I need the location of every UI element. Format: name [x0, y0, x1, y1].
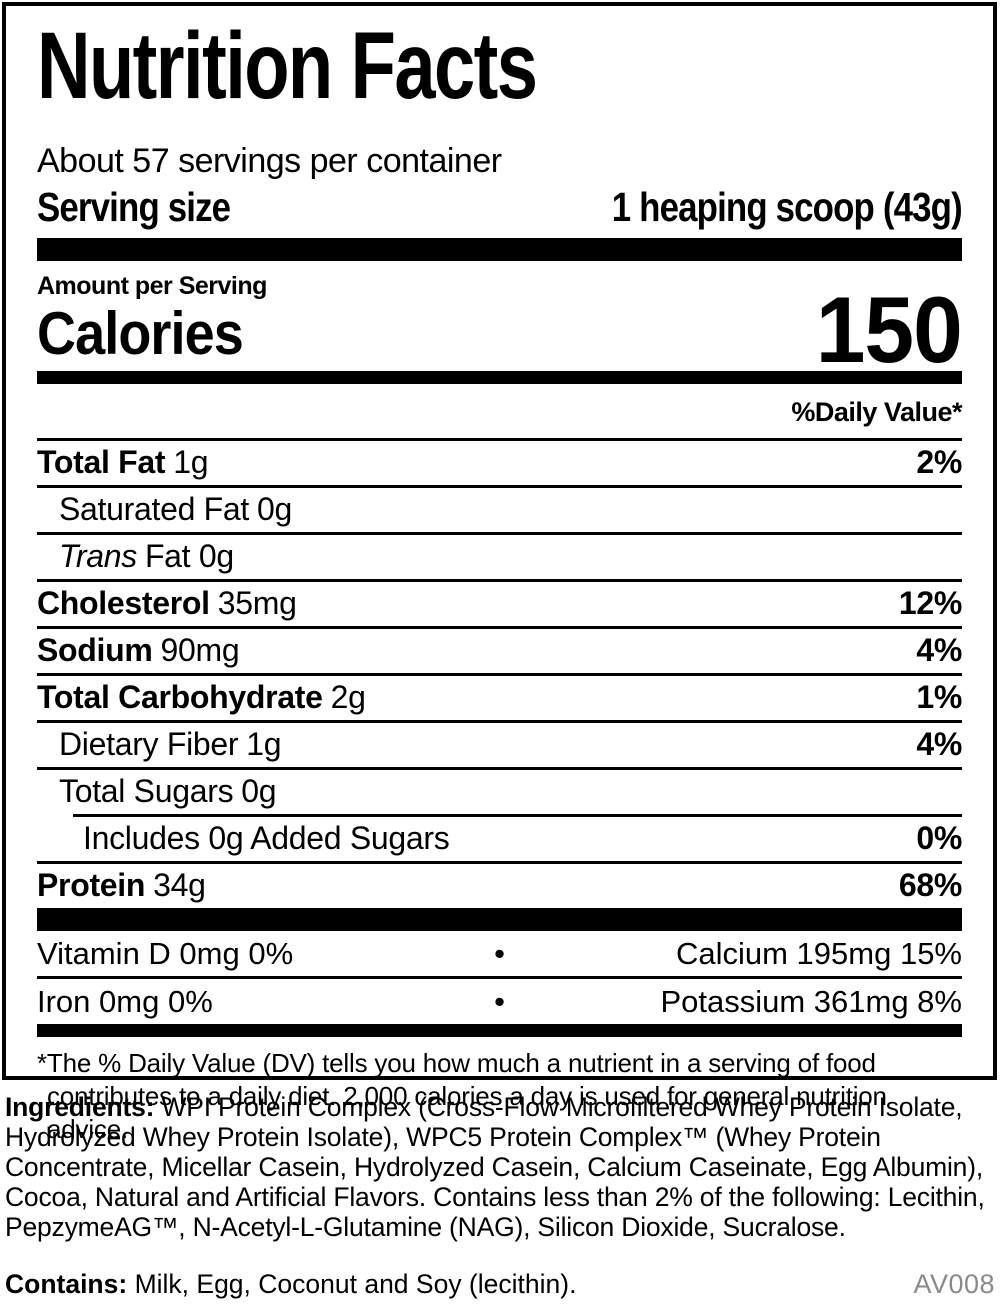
divider-bar-thick — [37, 908, 962, 931]
nutrient-amount: 1g — [246, 726, 282, 762]
daily-value-percent: 1% — [916, 679, 962, 715]
servings-per-container: About 57 servings per container — [37, 142, 502, 180]
row-total-carbohydrate: Total Carbohydrate 2g 1% — [37, 673, 962, 720]
divider-bar-thick — [37, 238, 962, 261]
serving-size-row: Serving size 1 heaping scoop (43g) — [37, 184, 963, 230]
row-dietary-fiber: Dietary Fiber 1g 4% — [37, 720, 962, 767]
daily-value-percent: 4% — [916, 632, 962, 668]
daily-value-percent: 68% — [898, 867, 962, 903]
calories-row: Calories 150 — [37, 277, 963, 382]
row-cholesterol: Cholesterol 35mg 12% — [37, 579, 962, 626]
contains-label: Contains: — [5, 1269, 128, 1299]
micronutrient-left: Iron 0mg 0% — [37, 984, 213, 1019]
calories-label: Calories — [37, 300, 244, 367]
bullet-separator: • — [494, 936, 505, 971]
nutrition-facts-panel: Nutrition Facts About 57 servings per co… — [2, 2, 997, 1144]
ingredients-section: Ingredients: WPI Protein Complex (Cross-… — [5, 1092, 995, 1300]
contains-paragraph: Contains: Milk, Egg, Coconut and Soy (le… — [5, 1269, 576, 1299]
row-vitamin-d-calcium: Vitamin D 0mg 0% • Calcium 195mg 15% — [37, 931, 962, 976]
contains-row: Contains: Milk, Egg, Coconut and Soy (le… — [5, 1269, 995, 1300]
nutrient-name: Total Sugars — [59, 773, 234, 809]
nutrient-name: Protein — [37, 867, 146, 903]
row-includes-added-sugars: Includes 0g Added Sugars 0% — [73, 814, 962, 861]
contains-text: Milk, Egg, Coconut and Soy (lecithin). — [134, 1269, 577, 1299]
nutrient-amount: 0g — [241, 773, 277, 809]
nutrient-name: Sodium — [37, 632, 153, 668]
nutrient-amount: 35mg — [217, 585, 297, 621]
ingredients-label: Ingredients: — [5, 1092, 155, 1122]
row-total-sugars: Total Sugars 0g — [37, 767, 962, 814]
nutrient-amount: 34g — [153, 867, 206, 903]
ingredients-text: WPI Protein Complex (Cross-Flow Microfil… — [5, 1092, 985, 1242]
nutrient-name: Total Fat — [37, 444, 166, 480]
serving-size-value: 1 heaping scoop (43g) — [611, 184, 963, 230]
amount-per-serving-label: Amount per Serving — [37, 272, 267, 300]
row-protein: Protein 34g 68% — [37, 861, 962, 908]
divider-bar-medium — [37, 1024, 962, 1037]
nutrient-amount: 1g — [173, 444, 209, 480]
nutrient-amount: 2g — [330, 679, 366, 715]
serving-size-label: Serving size — [37, 184, 231, 230]
nutrient-name: Trans — [59, 538, 137, 574]
nutrient-name: Cholesterol — [37, 585, 210, 621]
daily-value-percent: 2% — [916, 444, 962, 480]
daily-value-header: %Daily Value* — [791, 397, 962, 427]
nutrient-name: Total Carbohydrate — [37, 679, 323, 715]
micronutrient-left: Vitamin D 0mg 0% — [37, 936, 294, 971]
micronutrient-right: Calcium 195mg 15% — [675, 936, 962, 971]
row-iron-potassium: Iron 0mg 0% • Potassium 361mg 8% — [37, 976, 962, 1024]
nutrient-name: Includes 0g Added Sugars — [83, 820, 450, 856]
ingredients-paragraph: Ingredients: WPI Protein Complex (Cross-… — [5, 1092, 995, 1242]
row-total-fat: Total Fat 1g 2% — [37, 438, 962, 485]
daily-value-percent: 0% — [916, 820, 962, 856]
nutrient-amount: 90mg — [160, 632, 240, 668]
micronutrient-right: Potassium 361mg 8% — [660, 984, 962, 1019]
divider-bar-medium — [37, 371, 962, 384]
product-code: AV008 — [913, 1269, 995, 1299]
panel-title-text: Nutrition Facts — [37, 13, 538, 119]
panel-title: Nutrition Facts — [37, 13, 962, 138]
daily-value-percent: 4% — [916, 726, 962, 762]
daily-value-percent: 12% — [898, 585, 962, 621]
calories-value: 150 — [815, 277, 963, 382]
row-trans-fat: Trans Fat 0g — [37, 532, 962, 579]
nutrient-name: Saturated Fat — [59, 491, 249, 527]
bullet-separator: • — [494, 984, 505, 1019]
nutrient-amount: 0g — [257, 491, 292, 527]
daily-value-footnote: *The % Daily Value (DV) tells you how mu… — [37, 1048, 887, 1144]
row-sodium: Sodium 90mg 4% — [37, 626, 962, 673]
row-saturated-fat: Saturated Fat 0g — [37, 485, 962, 532]
nutrient-name: Dietary Fiber — [59, 726, 239, 762]
micronutrients-section: Vitamin D 0mg 0% • Calcium 195mg 15% Iro… — [37, 931, 962, 1024]
nutrient-amount: Fat 0g — [144, 538, 234, 574]
